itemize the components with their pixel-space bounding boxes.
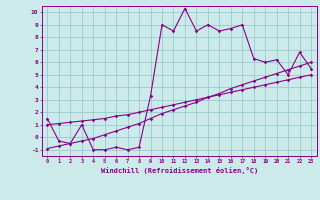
X-axis label: Windchill (Refroidissement éolien,°C): Windchill (Refroidissement éolien,°C) — [100, 167, 258, 174]
